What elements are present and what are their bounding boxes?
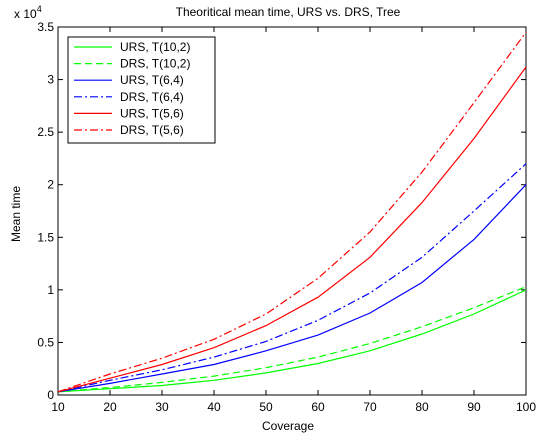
chart-title: Theoritical mean time, URS vs. DRS, Tree bbox=[176, 5, 401, 19]
series-line-urs-t-5-6 bbox=[57, 66, 527, 393]
legend-label: URS, T(5,6) bbox=[120, 106, 184, 120]
x-tick-label: 80 bbox=[415, 400, 429, 414]
plot-frame bbox=[57, 26, 527, 396]
y-tick-label: 0.5 bbox=[37, 335, 54, 349]
y-multiplier-base: x 10 bbox=[14, 7, 37, 21]
x-tick-label: 30 bbox=[155, 400, 169, 414]
x-tick-label: 10 bbox=[51, 400, 65, 414]
legend: URS, T(10,2) DRS, T(10,2) URS, T(6,4) DRS, … bbox=[67, 36, 216, 144]
x-axis-ticks: 10 20 30 40 50 60 70 80 90 100 bbox=[51, 27, 536, 414]
series-line-drs-t-10-2 bbox=[57, 286, 527, 393]
legend-label: DRS, T(10,2) bbox=[120, 57, 190, 71]
legend-label: URS, T(6,4) bbox=[120, 73, 184, 87]
plot-area: 10 20 30 40 50 60 70 80 90 100 0 0.5 1 1.5 2 2.5 3 3.5 bbox=[37, 20, 536, 414]
y-multiplier-exponent: 4 bbox=[37, 4, 42, 14]
y-tick-label: 3 bbox=[47, 73, 54, 87]
y-tick-label: 3.5 bbox=[37, 20, 54, 34]
series-line-drs-t-6-4 bbox=[57, 163, 527, 393]
x-tick-label: 40 bbox=[207, 400, 221, 414]
series-line-drs-t-5-6 bbox=[57, 31, 527, 393]
legend-label: DRS, T(6,4) bbox=[120, 90, 184, 104]
legend-box bbox=[67, 36, 216, 144]
series-line-urs-t-10-2 bbox=[57, 289, 527, 393]
y-axis-ticks: 0 0.5 1 1.5 2 2.5 3 3.5 bbox=[37, 20, 526, 402]
y-tick-label: 1 bbox=[47, 283, 54, 297]
y-tick-label: 1.5 bbox=[37, 230, 54, 244]
y-axis-multiplier: x 104 bbox=[14, 4, 42, 21]
x-tick-label: 100 bbox=[516, 400, 536, 414]
y-axis-label: Mean time bbox=[9, 186, 23, 242]
legend-label: DRS, T(5,6) bbox=[120, 123, 184, 137]
series-line-urs-t-6-4 bbox=[57, 184, 527, 393]
x-tick-label: 70 bbox=[363, 400, 377, 414]
x-axis-label: Coverage bbox=[262, 419, 314, 433]
x-tick-label: 20 bbox=[103, 400, 117, 414]
legend-label: URS, T(10,2) bbox=[120, 40, 190, 54]
x-tick-label: 90 bbox=[467, 400, 481, 414]
y-tick-label: 2.5 bbox=[37, 125, 54, 139]
y-tick-label: 0 bbox=[47, 388, 54, 402]
y-tick-label: 2 bbox=[47, 178, 54, 192]
x-tick-label: 50 bbox=[259, 400, 273, 414]
series-lines bbox=[57, 31, 527, 393]
x-tick-label: 60 bbox=[311, 400, 325, 414]
